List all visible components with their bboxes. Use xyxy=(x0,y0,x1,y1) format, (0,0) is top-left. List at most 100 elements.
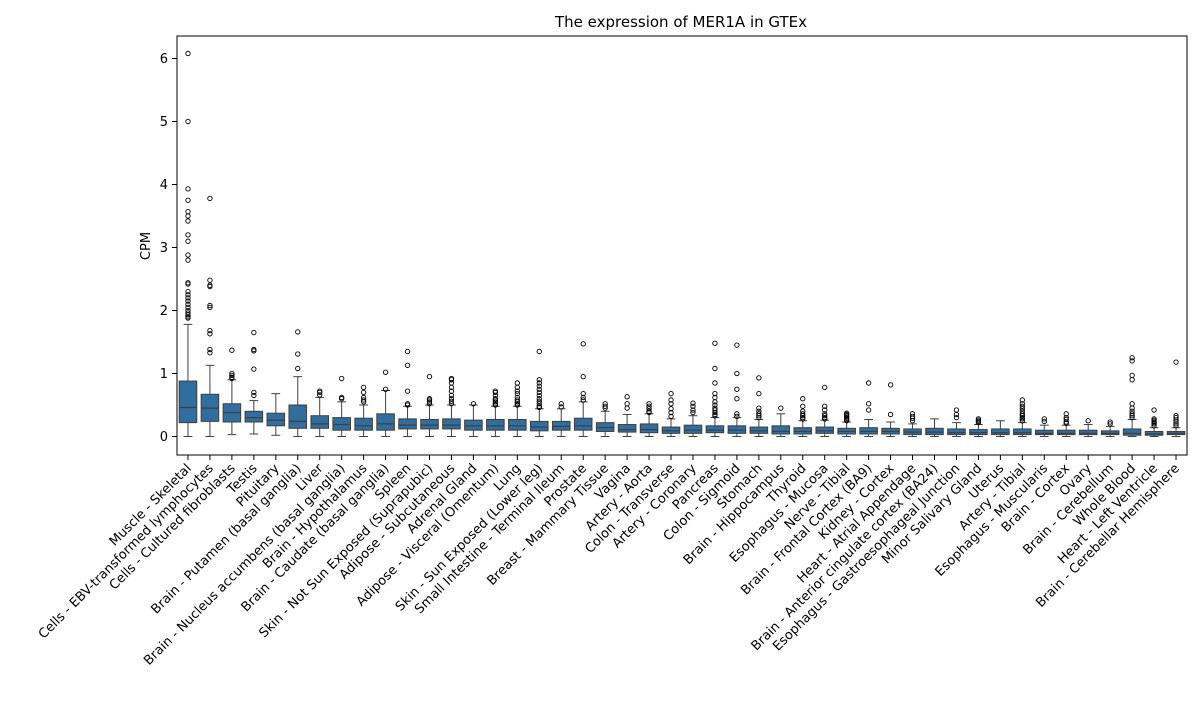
outlier-point xyxy=(360,389,367,396)
outlier-point xyxy=(426,373,433,380)
box-group xyxy=(464,401,483,437)
outlier-point xyxy=(207,277,213,283)
outlier-point xyxy=(668,406,674,412)
outlier-point xyxy=(404,362,411,368)
chart-title: The expression of MER1A in GTEx xyxy=(554,13,807,31)
box-group xyxy=(398,348,417,437)
outlier-point xyxy=(514,388,520,394)
outlier-point xyxy=(185,218,191,224)
outlier-point xyxy=(822,414,828,421)
outlier-point xyxy=(229,374,235,380)
outlier-point xyxy=(822,403,828,409)
outlier-point xyxy=(668,397,674,403)
outlier-point xyxy=(492,399,499,405)
box xyxy=(727,425,747,434)
box-group xyxy=(1078,418,1098,437)
box xyxy=(508,418,527,431)
outlier-point xyxy=(1019,414,1025,421)
outlier-point xyxy=(1129,411,1135,417)
outlier-point xyxy=(448,396,455,402)
outlier-point xyxy=(646,406,652,412)
outlier-point xyxy=(756,414,762,421)
outlier-point xyxy=(536,389,542,396)
y-tick-label: 3 xyxy=(160,241,168,256)
outlier-point xyxy=(822,411,828,417)
y-tick-label: 1 xyxy=(160,367,168,382)
outlier-point xyxy=(953,414,960,421)
outlier-point xyxy=(734,386,740,392)
outlier-point xyxy=(426,396,433,402)
box-group xyxy=(1013,397,1032,437)
outlier-point xyxy=(404,348,411,355)
box xyxy=(1056,429,1076,436)
outlier-point xyxy=(734,370,740,377)
outlier-point xyxy=(295,329,301,335)
outlier-point xyxy=(536,398,542,404)
outlier-point xyxy=(185,304,191,310)
box-group xyxy=(1100,419,1120,437)
outlier-point xyxy=(404,388,411,394)
outlier-point xyxy=(1129,372,1135,379)
box-group xyxy=(1056,411,1076,437)
outlier-point xyxy=(822,407,828,413)
box xyxy=(376,413,395,431)
box-group xyxy=(310,388,330,437)
outlier-point xyxy=(317,388,323,394)
outlier-point xyxy=(1063,411,1069,417)
outlier-point xyxy=(646,401,652,407)
outlier-point xyxy=(536,396,542,402)
box xyxy=(1013,428,1032,436)
box xyxy=(530,420,549,432)
outlier-point xyxy=(712,405,718,411)
box xyxy=(442,418,461,430)
box-group xyxy=(178,50,198,437)
outlier-point xyxy=(251,366,257,372)
outlier-point xyxy=(734,411,740,417)
outlier-point xyxy=(690,409,696,416)
outlier-point xyxy=(1129,401,1135,407)
box-group xyxy=(837,410,856,437)
outlier-point xyxy=(887,411,894,418)
y-tick-label: 4 xyxy=(160,178,168,193)
outlier-point xyxy=(185,257,191,263)
outlier-point xyxy=(251,329,257,336)
outlier-point xyxy=(909,411,916,417)
outlier-point xyxy=(360,397,367,403)
box xyxy=(771,425,791,435)
box xyxy=(288,404,308,429)
outlier-point xyxy=(953,407,960,413)
outlier-point xyxy=(800,408,806,414)
outlier-point xyxy=(536,403,542,409)
box xyxy=(617,424,637,433)
outlier-point xyxy=(865,407,872,413)
outlier-point xyxy=(1019,401,1025,407)
outlier-point xyxy=(229,370,235,377)
outlier-point xyxy=(295,351,301,357)
outlier-point xyxy=(448,392,455,399)
outlier-point xyxy=(185,310,191,316)
outlier-point xyxy=(756,391,762,397)
outlier-point xyxy=(1129,408,1135,414)
outlier-point xyxy=(382,386,389,392)
outlier-point xyxy=(185,307,191,314)
y-axis-title: CPM xyxy=(139,232,154,260)
outlier-point xyxy=(887,382,894,388)
outlier-point xyxy=(1019,418,1025,424)
box-group xyxy=(1035,416,1054,437)
box-group xyxy=(486,388,505,437)
outlier-point xyxy=(185,280,191,286)
outlier-point xyxy=(865,380,872,386)
outlier-point xyxy=(207,195,213,202)
outlier-point xyxy=(185,213,191,219)
box-group xyxy=(332,375,351,437)
outlier-point xyxy=(1129,358,1135,364)
outlier-point xyxy=(185,238,191,244)
outlier-point xyxy=(185,301,191,307)
outlier-point xyxy=(712,365,718,372)
outlier-point xyxy=(536,377,542,383)
outlier-point xyxy=(1063,416,1069,423)
outlier-point xyxy=(734,342,740,348)
outlier-point xyxy=(800,403,806,409)
box-group xyxy=(991,420,1010,437)
